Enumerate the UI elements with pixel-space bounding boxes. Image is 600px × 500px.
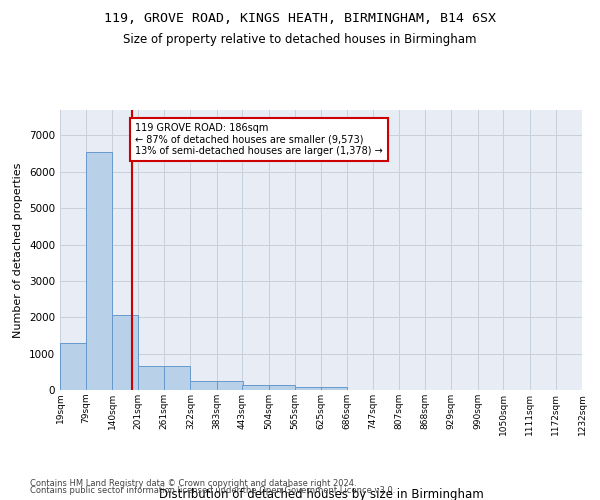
Bar	[320, 387, 347, 390]
Text: 119, GROVE ROAD, KINGS HEATH, BIRMINGHAM, B14 6SX: 119, GROVE ROAD, KINGS HEATH, BIRMINGHAM…	[104, 12, 496, 26]
Text: 119 GROVE ROAD: 186sqm
← 87% of detached houses are smaller (9,573)
13% of semi-: 119 GROVE ROAD: 186sqm ← 87% of detached…	[135, 122, 383, 156]
Bar	[86, 152, 112, 390]
Bar	[138, 366, 164, 390]
Y-axis label: Number of detached properties: Number of detached properties	[13, 162, 23, 338]
Text: Contains public sector information licensed under the Open Government Licence v3: Contains public sector information licen…	[30, 486, 395, 495]
Bar	[112, 314, 138, 390]
Bar	[60, 342, 86, 390]
Text: Contains HM Land Registry data © Crown copyright and database right 2024.: Contains HM Land Registry data © Crown c…	[30, 478, 356, 488]
Bar	[164, 366, 190, 390]
Bar	[242, 386, 269, 390]
Text: Size of property relative to detached houses in Birmingham: Size of property relative to detached ho…	[123, 32, 477, 46]
Bar	[217, 381, 243, 390]
Bar	[269, 386, 295, 390]
Bar	[190, 381, 217, 390]
X-axis label: Distribution of detached houses by size in Birmingham: Distribution of detached houses by size …	[158, 488, 484, 500]
Bar	[295, 387, 321, 390]
